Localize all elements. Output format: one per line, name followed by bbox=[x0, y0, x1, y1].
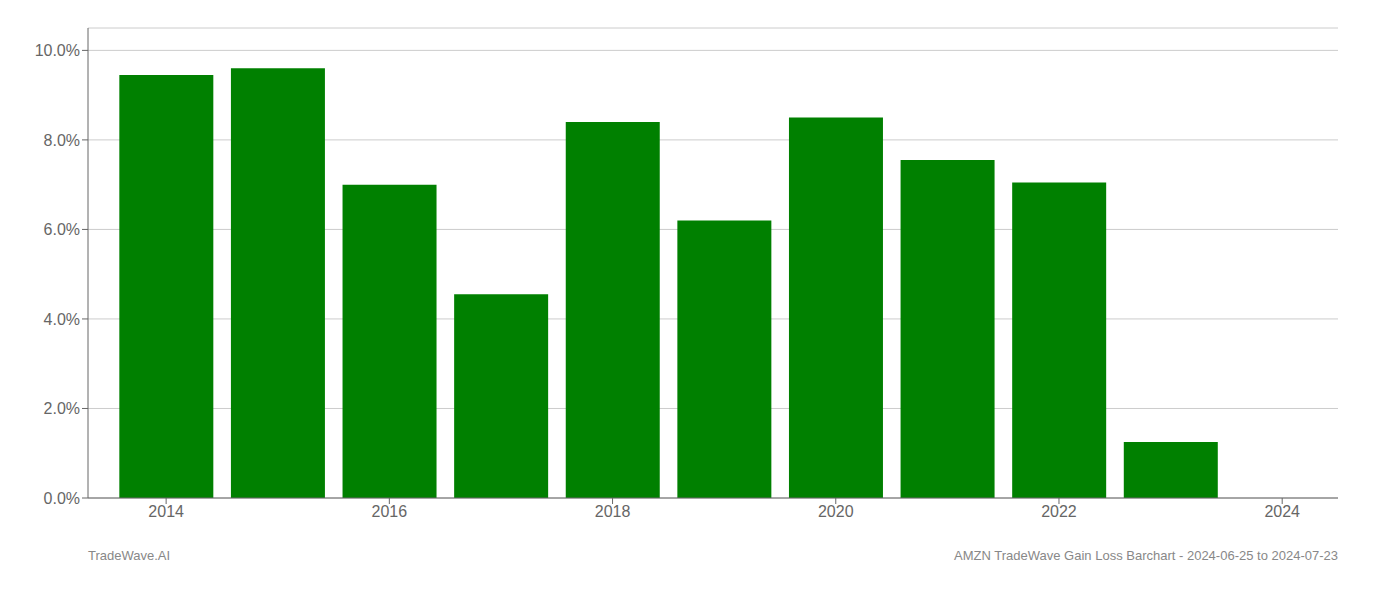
svg-text:0.0%: 0.0% bbox=[44, 490, 80, 507]
svg-text:8.0%: 8.0% bbox=[44, 132, 80, 149]
svg-text:2016: 2016 bbox=[372, 503, 408, 520]
svg-text:2018: 2018 bbox=[595, 503, 631, 520]
svg-text:2020: 2020 bbox=[818, 503, 854, 520]
svg-text:2.0%: 2.0% bbox=[44, 400, 80, 417]
svg-text:10.0%: 10.0% bbox=[35, 42, 80, 59]
svg-text:2024: 2024 bbox=[1264, 503, 1300, 520]
svg-text:4.0%: 4.0% bbox=[44, 311, 80, 328]
html-text:TradeWave.AI: TradeWave.AI bbox=[88, 548, 171, 563]
svg-text:2014: 2014 bbox=[148, 503, 184, 520]
svg-text:6.0%: 6.0% bbox=[44, 221, 80, 238]
html-text:AMZN TradeWave Gain Loss Barch: AMZN TradeWave Gain Loss Barchart - 2024… bbox=[954, 548, 1338, 563]
svg-text:2022: 2022 bbox=[1041, 503, 1077, 520]
